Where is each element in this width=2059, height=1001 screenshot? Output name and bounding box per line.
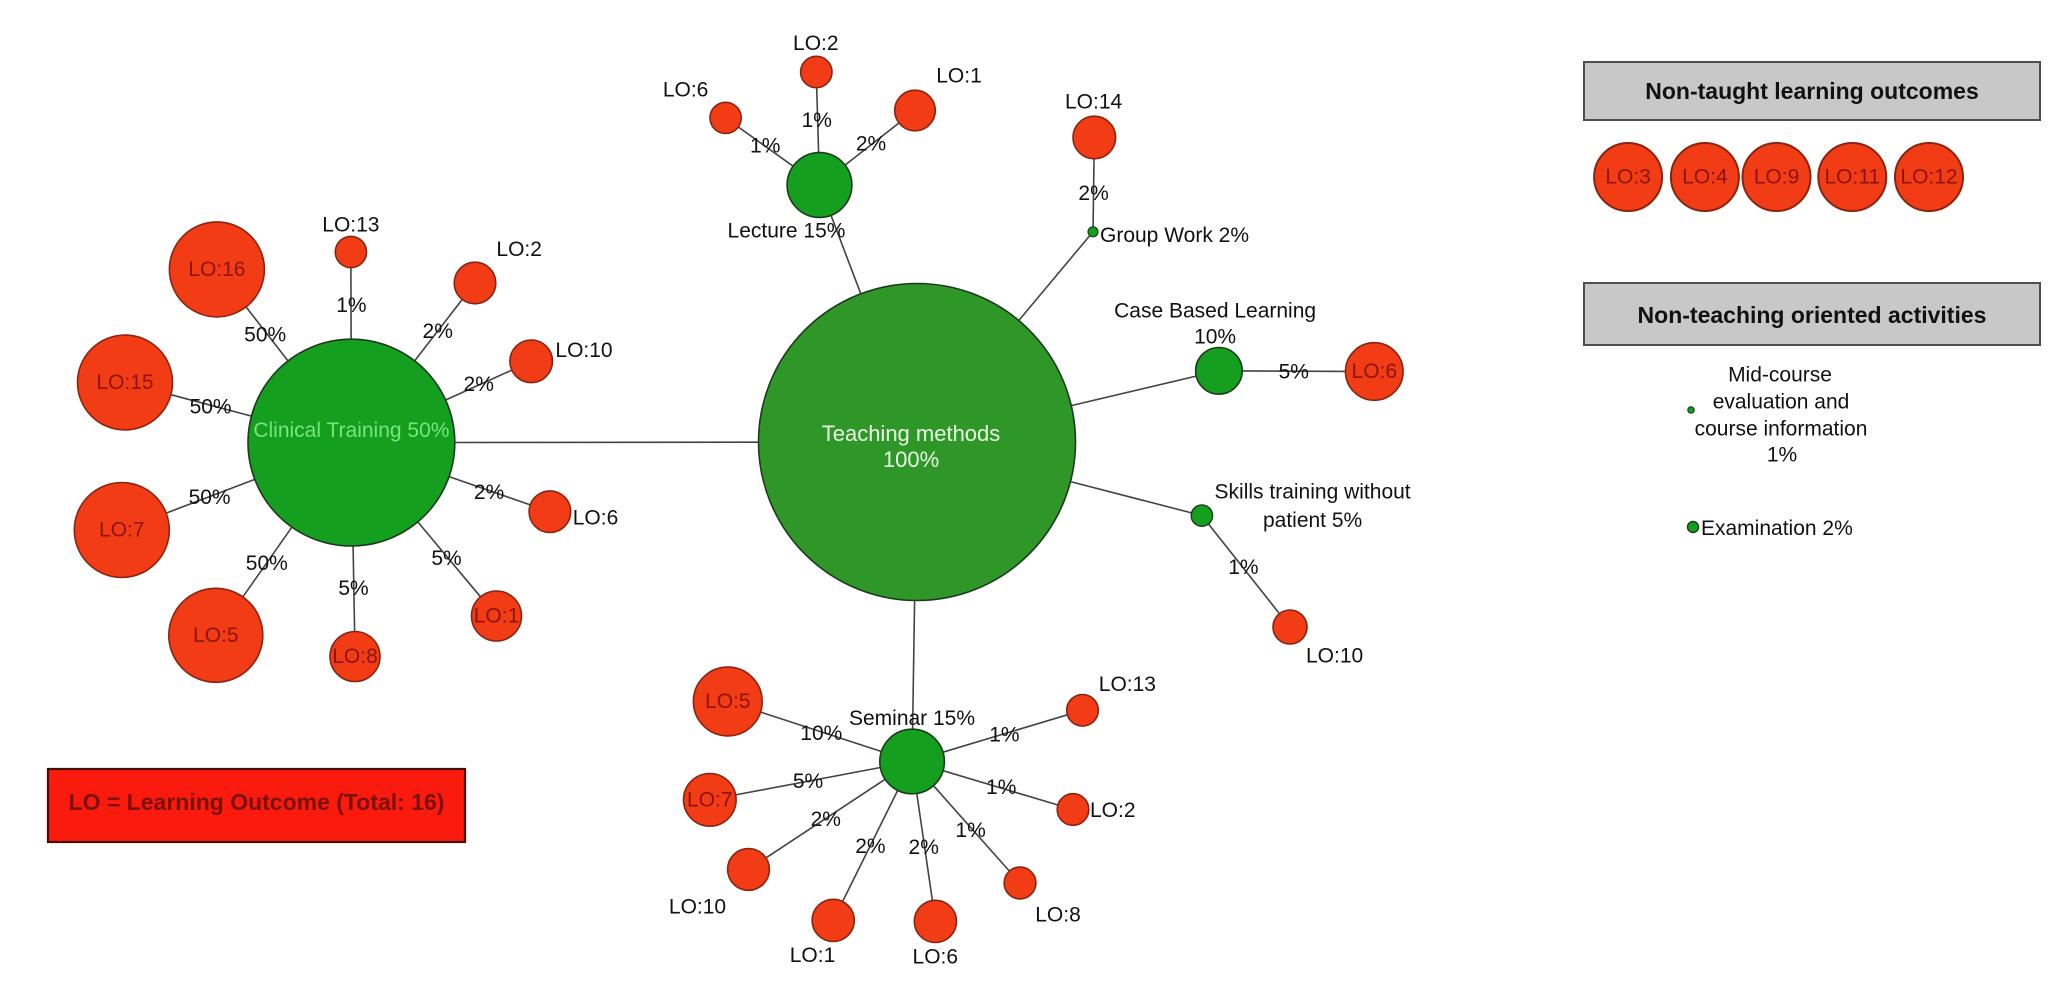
svg-text:1%: 1% <box>989 724 1019 747</box>
svg-text:LO:3: LO:3 <box>1605 166 1651 189</box>
svg-text:Teaching methods: Teaching methods <box>822 421 1001 446</box>
svg-text:LO:6: LO:6 <box>913 945 959 968</box>
svg-text:LO:15: LO:15 <box>96 371 153 394</box>
svg-text:Mid-course: Mid-course <box>1728 364 1832 387</box>
svg-text:LO:9: LO:9 <box>1754 166 1800 189</box>
svg-text:5%: 5% <box>1279 361 1309 384</box>
svg-text:evaluation and: evaluation and <box>1713 391 1850 414</box>
svg-text:50%: 50% <box>190 395 232 418</box>
svg-text:LO:10: LO:10 <box>1306 645 1363 668</box>
svg-text:LO:16: LO:16 <box>188 258 245 281</box>
svg-text:2%: 2% <box>423 320 453 343</box>
svg-text:100%: 100% <box>883 447 939 472</box>
svg-text:2%: 2% <box>909 836 939 859</box>
svg-text:50%: 50% <box>246 552 288 575</box>
svg-text:LO:10: LO:10 <box>669 896 726 919</box>
svg-text:Lecture 15%: Lecture 15% <box>728 220 846 243</box>
svg-text:5%: 5% <box>431 547 461 570</box>
svg-text:LO:8: LO:8 <box>1035 904 1081 927</box>
svg-text:Skills training without: Skills training without <box>1215 481 1411 504</box>
svg-text:LO:13: LO:13 <box>322 213 379 236</box>
svg-text:LO:8: LO:8 <box>332 645 378 668</box>
svg-text:1%: 1% <box>802 109 832 132</box>
svg-text:LO:11: LO:11 <box>1824 166 1880 189</box>
svg-text:Seminar 15%: Seminar 15% <box>849 707 975 730</box>
svg-text:LO:12: LO:12 <box>1900 166 1957 189</box>
svg-text:LO:1: LO:1 <box>790 944 836 967</box>
svg-text:1%: 1% <box>750 134 780 157</box>
svg-text:patient 5%: patient 5% <box>1263 509 1362 532</box>
svg-text:10%: 10% <box>1194 326 1236 349</box>
svg-text:5%: 5% <box>793 770 823 793</box>
svg-text:2%: 2% <box>1078 182 1108 205</box>
svg-text:LO:4: LO:4 <box>1682 166 1728 189</box>
svg-text:LO:6: LO:6 <box>573 506 619 529</box>
svg-text:1%: 1% <box>1767 444 1797 467</box>
svg-text:1%: 1% <box>955 819 985 842</box>
svg-text:LO:2: LO:2 <box>793 32 839 55</box>
svg-text:course information: course information <box>1695 418 1868 441</box>
svg-text:Non-teaching oriented activiti: Non-teaching oriented activities <box>1638 302 1987 328</box>
svg-text:LO:6: LO:6 <box>663 79 709 102</box>
svg-text:1%: 1% <box>1228 556 1258 579</box>
svg-text:2%: 2% <box>464 373 494 396</box>
svg-text:LO = Learning Outcome (Total:: LO = Learning Outcome (Total: 16) <box>69 789 445 815</box>
svg-text:LO:7: LO:7 <box>99 519 145 542</box>
svg-text:Non-taught learning outcomes: Non-taught learning outcomes <box>1645 78 1979 104</box>
svg-text:50%: 50% <box>244 324 286 347</box>
svg-text:5%: 5% <box>338 577 368 600</box>
svg-text:Examination 2%: Examination 2% <box>1701 517 1853 540</box>
svg-text:2%: 2% <box>856 133 886 156</box>
svg-text:LO:2: LO:2 <box>496 238 542 261</box>
svg-text:Case Based Learning: Case Based Learning <box>1114 300 1316 323</box>
svg-text:LO:5: LO:5 <box>193 624 239 647</box>
svg-text:Group Work 2%: Group Work 2% <box>1100 224 1249 247</box>
svg-text:50%: 50% <box>189 486 231 509</box>
svg-text:2%: 2% <box>811 808 841 831</box>
svg-text:LO:2: LO:2 <box>1090 799 1136 822</box>
svg-text:LO:13: LO:13 <box>1099 673 1156 696</box>
svg-text:2%: 2% <box>855 835 885 858</box>
svg-text:LO:6: LO:6 <box>1352 360 1398 383</box>
svg-text:LO:14: LO:14 <box>1065 91 1123 114</box>
svg-text:LO:5: LO:5 <box>705 690 751 713</box>
svg-text:Clinical Training 50%: Clinical Training 50% <box>253 419 449 442</box>
svg-text:LO:7: LO:7 <box>687 788 733 811</box>
svg-text:2%: 2% <box>474 481 504 504</box>
svg-text:1%: 1% <box>986 776 1016 799</box>
svg-text:1%: 1% <box>336 294 366 317</box>
svg-text:LO:1: LO:1 <box>474 605 520 628</box>
svg-text:10%: 10% <box>800 722 842 745</box>
svg-text:LO:10: LO:10 <box>555 339 612 362</box>
svg-text:LO:1: LO:1 <box>936 64 982 87</box>
